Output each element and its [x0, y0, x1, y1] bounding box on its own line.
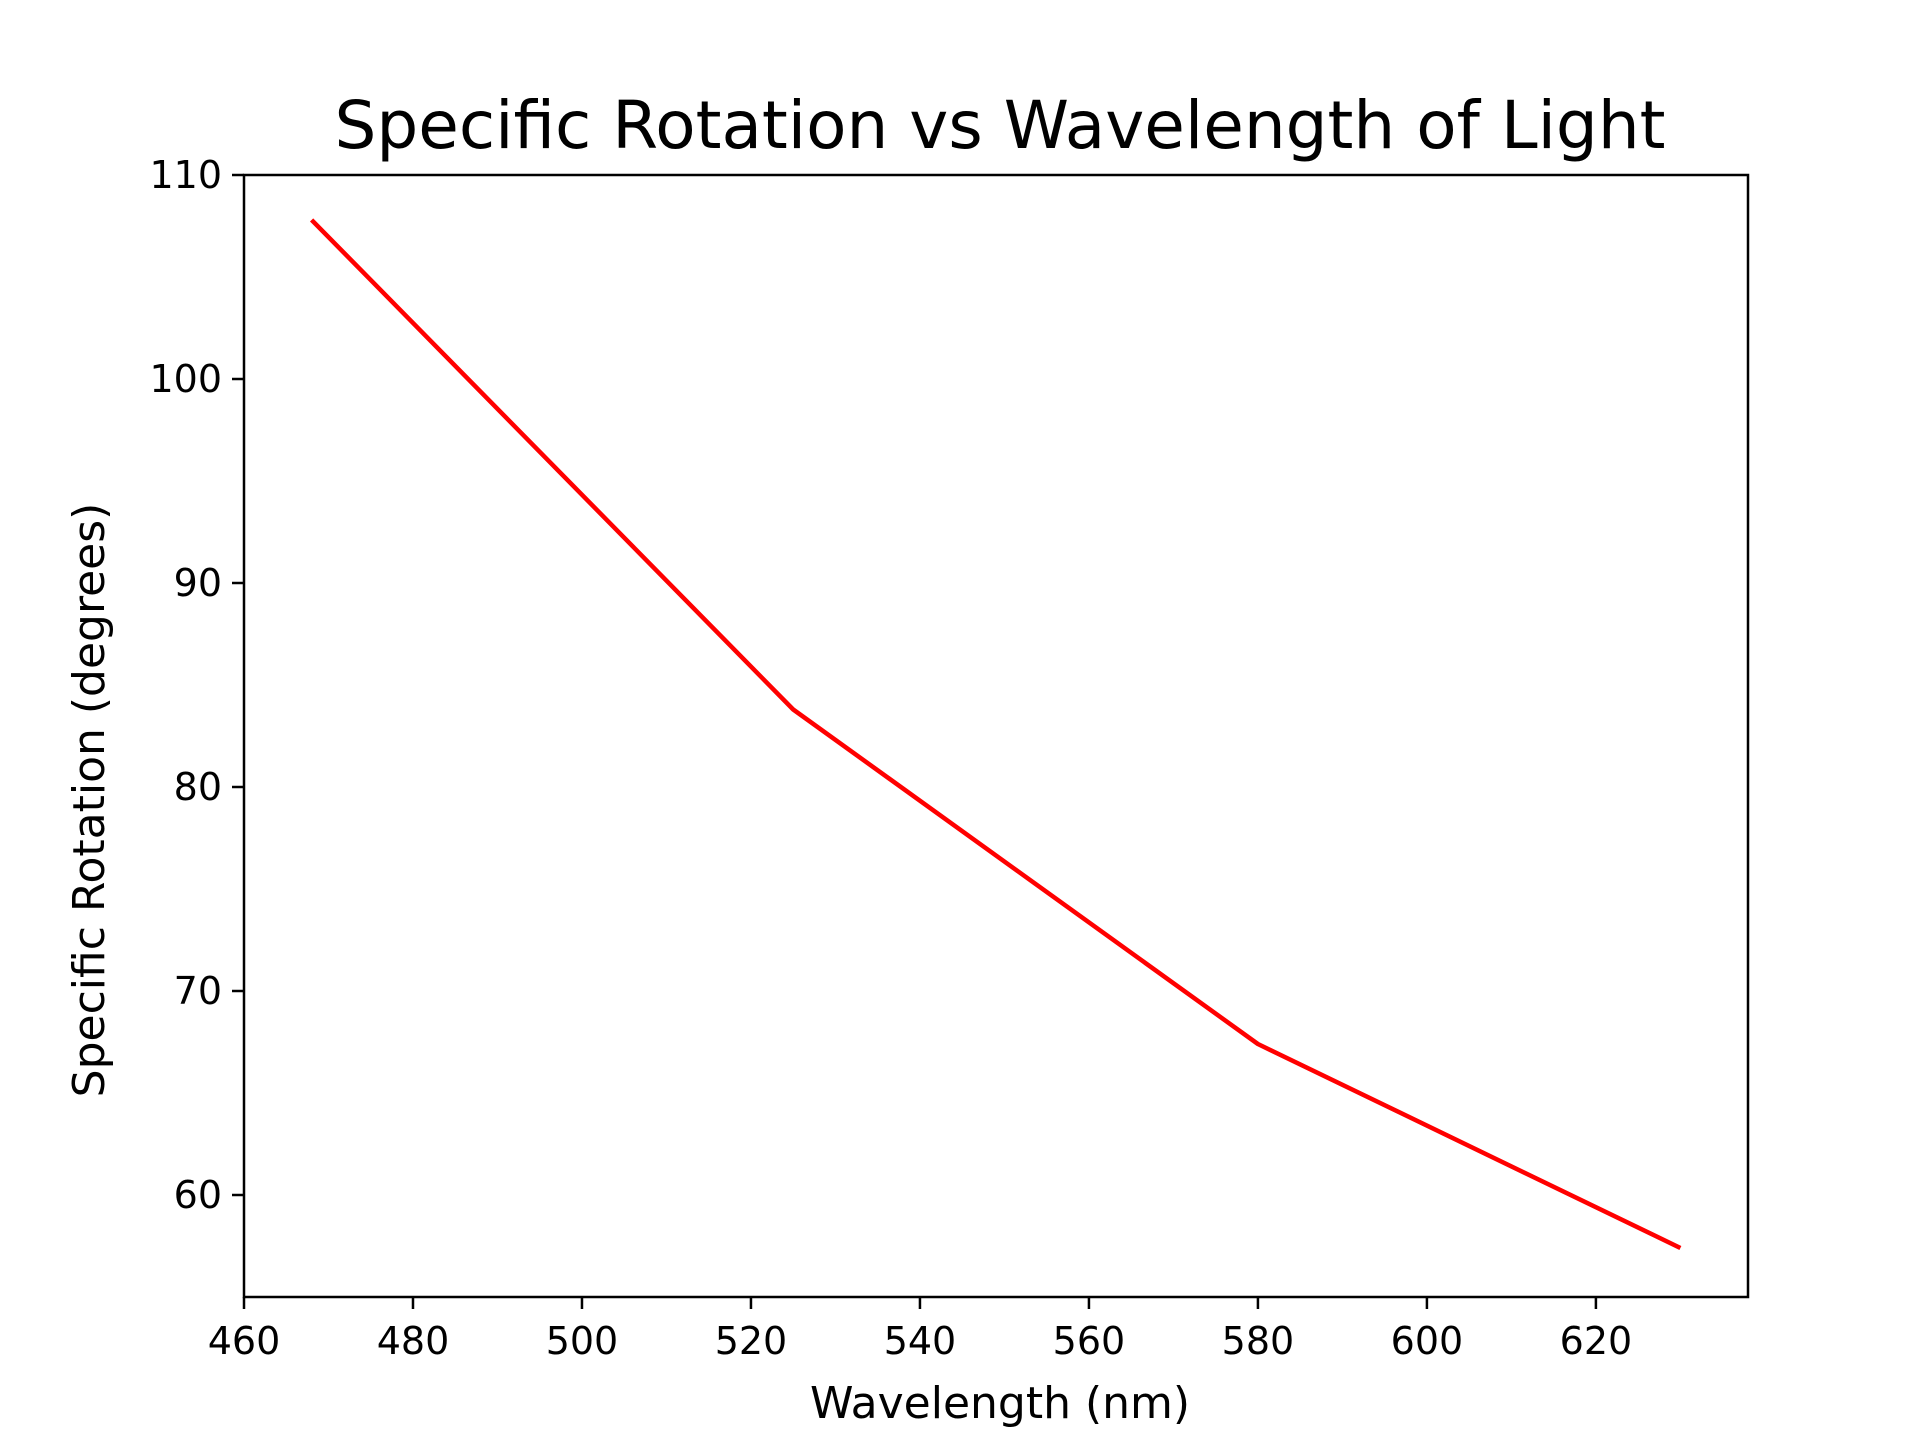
- y-tick-label: 70: [174, 969, 222, 1013]
- series-line: [309, 218, 1682, 1251]
- y-tick-label: 100: [149, 357, 222, 401]
- chart-title: Specific Rotation vs Wavelength of Light: [334, 87, 1665, 164]
- y-tick-label: 80: [174, 765, 222, 809]
- y-tick-label: 110: [149, 153, 222, 197]
- x-tick-label: 520: [715, 1319, 788, 1363]
- plot-frame: [242, 173, 1750, 1299]
- y-tick-label: 90: [174, 561, 222, 605]
- x-tick-label: 620: [1560, 1319, 1633, 1363]
- y-axis: 60 70 80 90 100 110: [149, 153, 244, 1217]
- plot-area: [242, 173, 1750, 1299]
- x-tick-label: 480: [377, 1319, 450, 1363]
- x-tick-label: 600: [1391, 1319, 1464, 1363]
- x-tick-label: 500: [546, 1319, 619, 1363]
- x-tick-label: 460: [208, 1319, 281, 1363]
- x-axis-label: Wavelength (nm): [810, 1378, 1190, 1429]
- x-tick-label: 580: [1222, 1319, 1295, 1363]
- x-tick-label: 560: [1053, 1319, 1126, 1363]
- series-layer: [309, 218, 1682, 1251]
- y-tick-label: 60: [174, 1173, 222, 1217]
- x-tick-label: 540: [884, 1319, 957, 1363]
- x-axis: 460 480 500 520 540 560 580 600 620: [208, 1297, 1632, 1363]
- y-axis-label: Specific Rotation (degrees): [64, 503, 115, 1098]
